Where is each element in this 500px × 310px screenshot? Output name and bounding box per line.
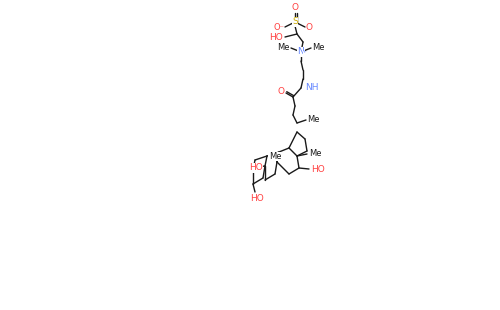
Text: O: O — [278, 87, 285, 96]
Text: HO: HO — [250, 194, 264, 203]
Text: N: N — [298, 47, 304, 56]
Text: HO: HO — [269, 33, 283, 42]
Text: O: O — [306, 23, 313, 32]
Text: Me: Me — [309, 149, 322, 158]
Text: HO: HO — [249, 163, 263, 172]
Text: O⁻: O⁻ — [273, 23, 284, 32]
Text: Me: Me — [312, 42, 324, 51]
Text: Me: Me — [278, 42, 290, 51]
Text: Me: Me — [269, 152, 281, 161]
Text: HO: HO — [311, 166, 325, 175]
Text: S: S — [292, 17, 298, 26]
Text: O: O — [292, 3, 298, 12]
Text: NH: NH — [305, 83, 318, 92]
Text: Me: Me — [307, 114, 320, 123]
Text: ⁺: ⁺ — [303, 51, 307, 57]
